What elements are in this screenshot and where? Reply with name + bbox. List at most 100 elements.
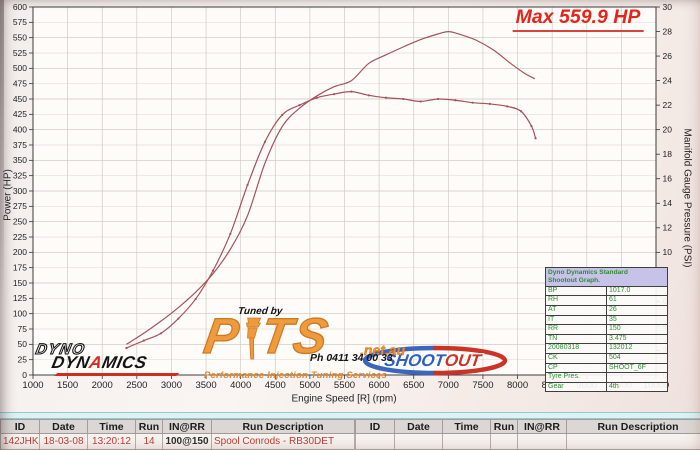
run-table-left: ID Date Time Run IN@RR Run Description 142JHK 1… [0,418,355,450]
param-value: SHOOT_6F [606,362,668,374]
tick-label: 16 [663,174,673,184]
tick-label: 375 [13,140,27,150]
param-row: BP 1017.0 [545,285,668,297]
param-value: 150 [606,324,668,335]
dyno-logo-stripe [54,373,180,376]
tick-label: 550 [13,32,27,42]
tick-label: 14 [663,198,673,208]
tick-label: 500 [13,63,27,73]
chart-graphic [519,110,523,113]
tick-label: 7000 [438,380,459,391]
run-cell [490,433,518,450]
chart-graphic [488,102,491,106]
chart-graphic [350,90,353,93]
run-cell: 18-03-08 [39,433,88,450]
pits-logo: Tuned by P TS .net.au Ph 0411 34 00 33 P… [198,306,438,388]
param-label: CK [545,352,607,364]
tick-label: 5500 [334,380,355,391]
chart-graphic [142,339,145,342]
param-value: 3.475 [606,333,668,345]
tick-label: 600 [13,2,27,12]
tick-label: 325 [13,170,27,180]
shootout-logo: SHOOTOUT [358,344,512,378]
tick-label: 6000 [369,380,390,391]
tick-label: 200 [13,247,27,257]
tick-label: 100 [13,308,27,318]
tick-label: 22 [663,100,673,110]
tick-label: 3500 [195,380,216,391]
param-value [606,372,668,383]
chart-graphic [246,183,249,186]
run-cell: 100@150 [162,433,212,450]
tick-label: 20 [663,124,673,134]
tick-label: 28 [663,26,673,36]
tick-label: 0 [22,370,27,380]
tick-label: 450 [13,94,27,104]
divider-strip [0,412,700,419]
chart-graphic [367,94,370,97]
run-cell [394,433,443,450]
pressure-axis-label: Manifold Gauge Pressure (PSI) [681,128,693,268]
chart-graphic [315,96,318,99]
chart-graphic [126,30,536,345]
tick-label: 250 [13,216,27,226]
tick-label: 26 [663,51,673,61]
param-row: RH 61 [545,295,668,306]
tick-label: 8000 [507,380,528,391]
tick-label: 1000 [22,380,43,391]
param-row: CK 504 [545,352,668,364]
shootout-swoosh-red [432,345,508,376]
param-value: 35 [606,314,668,326]
pits-wordmark: P TS [200,307,442,368]
tick-label: 30 [663,2,673,12]
dyno-logo-mics: MICS [100,353,149,372]
run-col-header: ID [0,418,40,435]
tick-label: 18 [663,149,673,159]
tick-label: 6500 [403,380,424,391]
run-col-header: Run Description [566,418,700,435]
run-cell [442,433,491,450]
pits-letters-ts: TS [256,307,334,364]
param-label: AT [545,305,607,316]
param-row: TN 3.475 [545,333,668,345]
tick-label: 425 [13,109,27,119]
dyno-logo-line2: DYNAMICS [50,353,149,373]
shootout-wordmark: SHOOTOUT [383,351,484,370]
param-label: RR [545,324,607,335]
param-row: Gear 4th [545,381,668,393]
tick-label: 350 [13,155,27,165]
pits-domain: .net.au [360,342,406,358]
run-col-header: ID [355,418,395,435]
param-label: TN [545,333,607,345]
shootout-swoosh: SHOOTOUT [362,345,508,376]
param-row: IT 35 [545,314,668,326]
chart-graphic [506,105,509,108]
chart-graphic [419,100,422,103]
tick-label: 50 [18,339,28,349]
shootout-table-header-line1: Dyno Dynamics Standard [548,269,628,276]
chart-graphic [402,97,405,101]
chart-graphic [125,346,128,350]
chart-graphic [471,101,474,104]
chart-graphic [159,332,163,335]
run-col-header: Date [39,418,88,435]
pits-letter-p: P [200,307,246,364]
param-value: 4th [606,381,668,393]
run-row [355,433,700,450]
tick-label: 24 [663,75,673,85]
chart-graphic [534,137,537,140]
dyno-dynamics-logo: DYNO DYNAMICS [34,340,186,387]
shootout-swoosh-blue [362,345,438,376]
param-label: Gear [545,381,607,393]
chart-graphic [229,232,232,236]
param-label: CP [545,362,607,374]
run-cell: 14 [135,433,163,450]
chart-graphic [194,297,197,301]
pits-phone: Ph 0411 34 00 33 [310,352,393,364]
run-col-header: Run Description [211,418,355,435]
chart-graphic [177,317,180,320]
run-cell: 142JHK [0,433,40,450]
chart-graphic [126,91,537,349]
tick-label: 300 [13,186,27,196]
